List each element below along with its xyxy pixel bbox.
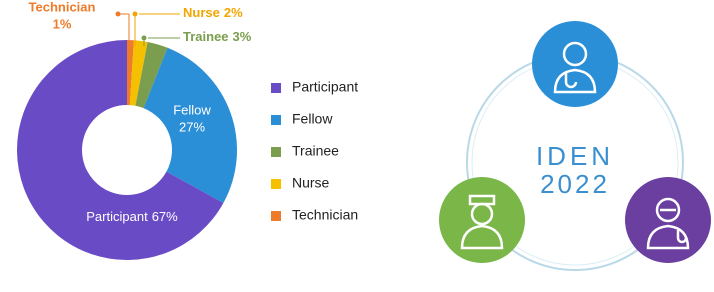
- legend-label: Fellow: [292, 111, 333, 127]
- slice-label-name: Fellow: [173, 102, 211, 117]
- logo-line2: 2022: [540, 169, 610, 199]
- value-label: 27%: [179, 119, 205, 134]
- slice: [135, 41, 168, 109]
- specialist-icon: [646, 197, 690, 250]
- doctor-icon: [553, 41, 597, 94]
- logo-line1: IDEN: [536, 141, 614, 171]
- legend-swatch: [271, 211, 281, 221]
- slice-label: Participant 67%: [86, 209, 178, 224]
- legend-label: Nurse: [292, 175, 330, 191]
- legend-swatch: [271, 83, 281, 93]
- legend-swatch: [271, 179, 281, 189]
- slice-label-name: Technician: [29, 0, 96, 14]
- diagram: IDEN 2022: [439, 21, 711, 271]
- nurse-icon: [460, 194, 504, 250]
- slice: [17, 40, 224, 260]
- slice-label: Nurse 2%: [183, 5, 243, 20]
- slice-label-name: Trainee: [183, 29, 229, 44]
- slice-label: Trainee 3%: [183, 29, 252, 44]
- legend-label: Trainee: [292, 143, 339, 159]
- slice: [127, 40, 134, 106]
- slice-label-name: Nurse: [183, 5, 220, 20]
- legend-swatch: [271, 115, 281, 125]
- value-label: 3%: [233, 29, 252, 44]
- legend-swatch: [271, 147, 281, 157]
- value-label: 67%: [152, 209, 178, 224]
- slice: [129, 40, 148, 106]
- legend-label: Technician: [292, 207, 358, 223]
- value-label: 2%: [224, 5, 243, 20]
- nurse-icon-bg: [439, 177, 525, 263]
- value-label: 1%: [53, 16, 72, 31]
- slice: [143, 47, 237, 203]
- legend-label: Participant: [292, 79, 358, 95]
- slice-label-name: Participant: [86, 209, 148, 224]
